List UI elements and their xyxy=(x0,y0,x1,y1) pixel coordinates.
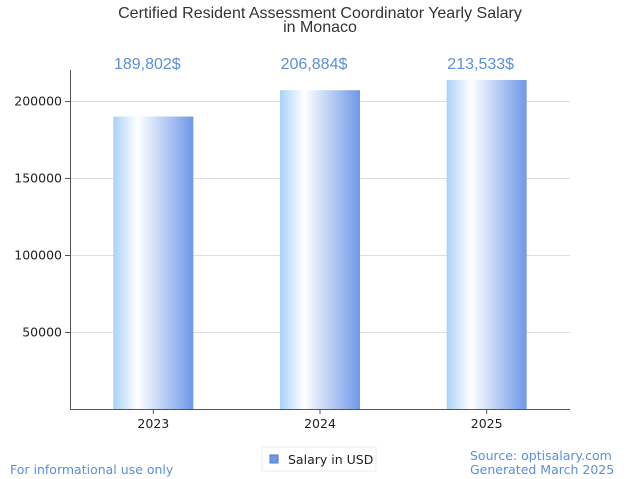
legend-label: Salary in USD xyxy=(288,452,373,467)
x-axis-ticks: 2023 2024 2025 xyxy=(137,409,503,431)
x-tick-label: 2023 xyxy=(137,416,169,431)
bar-value-label: 213,533$ xyxy=(447,56,514,73)
chart-title-line1: Certified Resident Assessment Coordinato… xyxy=(118,5,522,22)
x-tick-label: 2024 xyxy=(304,416,336,431)
bar xyxy=(280,90,360,409)
bar-value-label: 189,802$ xyxy=(114,56,181,73)
y-tick-label: 200000 xyxy=(14,94,62,109)
legend-swatch xyxy=(269,454,279,464)
y-axis-ticks: 50000 100000 150000 200000 xyxy=(14,94,70,340)
bar xyxy=(113,116,194,409)
footer-source: Source: optisalary.com xyxy=(470,448,612,463)
y-tick-label: 50000 xyxy=(22,325,62,340)
legend: Salary in USD xyxy=(261,446,377,472)
y-tick-label: 100000 xyxy=(14,248,62,263)
bar-value-label: 206,884$ xyxy=(281,56,348,73)
footer-generated: Generated March 2025 xyxy=(470,462,614,477)
bar xyxy=(446,79,527,409)
chart-title-line2: in Monaco xyxy=(283,19,357,36)
data-labels: 189,802$ 206,884$ 213,533$ xyxy=(114,56,514,73)
y-tick-label: 150000 xyxy=(14,171,62,186)
footer-disclaimer: For informational use only xyxy=(10,462,174,477)
bars xyxy=(113,79,527,409)
legend-box xyxy=(261,446,377,472)
x-tick-label: 2025 xyxy=(471,416,503,431)
